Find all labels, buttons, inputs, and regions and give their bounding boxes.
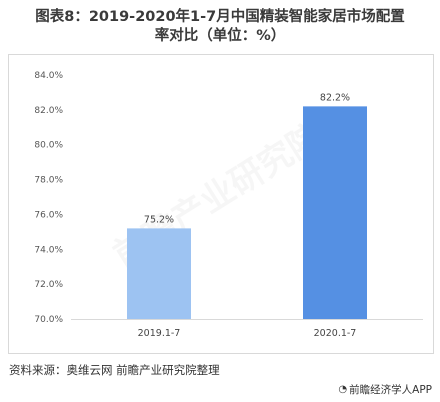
x-category-label: 2020.1-7 [314,328,357,339]
data-label: 82.2% [320,92,350,103]
y-tick-label: 82.0% [34,106,63,116]
y-tick-label: 76.0% [34,210,63,220]
y-tick-label: 74.0% [34,245,63,255]
bar-2019.1-7 [127,228,191,319]
bar-2020.1-7 [303,106,367,319]
footer-watermark-text: 前瞻经济学人APP [349,384,432,396]
data-label: 75.2% [144,214,174,225]
footer-watermark: ◔ 前瞻经济学人APP [338,382,432,397]
y-tick-label: 80.0% [34,141,63,151]
y-tick-label: 78.0% [34,176,63,186]
bar-chart: 前瞻产业研究院70.0%72.0%74.0%76.0%78.0%80.0%82.… [34,71,423,339]
chart-frame: 前瞻产业研究院 70.0% 72.0% 74.0% 76.0% 78.0% 80.0% 82.… [8,54,434,354]
source-note: 资料来源：奥维云网 前瞻产业研究院整理 [9,363,220,377]
x-category-label: 2019.1-7 [138,328,181,339]
y-tick-label: 72.0% [34,280,63,290]
y-tick-label: 70.0% [34,315,63,325]
chart-title-line2: 率对比（单位：%） [154,28,286,44]
chart-title-line1: 图表8：2019-2020年1-7月中国精装智能家居市场配置 [35,9,405,25]
y-tick-label: 84.0% [34,71,63,81]
chart-title: 图表8：2019-2020年1-7月中国精装智能家居市场配置 率对比（单位：%） [10,8,430,46]
weibo-style-icon: ◔ [338,384,348,395]
